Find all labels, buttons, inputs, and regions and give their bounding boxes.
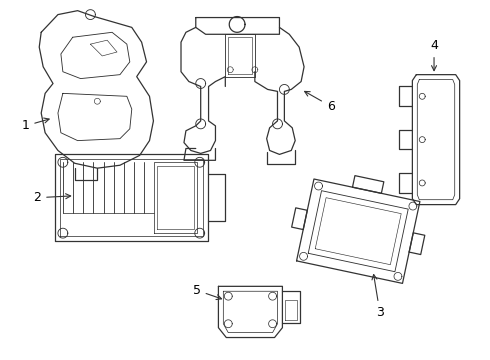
Text: 1: 1: [22, 118, 49, 132]
Text: 6: 6: [305, 91, 335, 113]
Text: 2: 2: [33, 191, 71, 204]
Text: 5: 5: [193, 284, 221, 300]
Text: 4: 4: [430, 39, 438, 71]
Text: 3: 3: [372, 275, 384, 319]
